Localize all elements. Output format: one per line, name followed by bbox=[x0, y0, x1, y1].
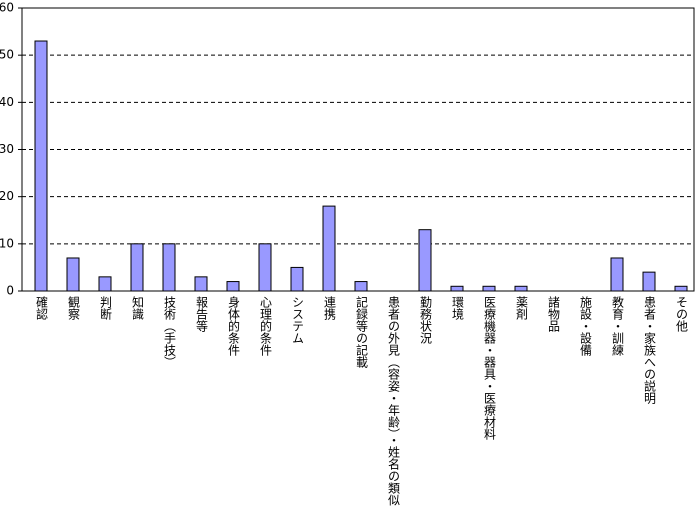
bar bbox=[514, 285, 528, 292]
x-tick-label: 勤務状況 bbox=[418, 296, 433, 344]
bar bbox=[322, 205, 336, 292]
x-tick-label: 施設・設備 bbox=[578, 296, 593, 356]
bar bbox=[354, 281, 368, 292]
x-tick-label: 判断 bbox=[98, 296, 113, 320]
x-tick-label: 教育・訓練 bbox=[610, 296, 625, 356]
y-tick-label: 30 bbox=[0, 142, 14, 156]
x-tick-label: 医療機器・器具・医療材料 bbox=[482, 296, 497, 440]
bar bbox=[290, 266, 304, 292]
x-tick-label: 連携 bbox=[322, 296, 337, 320]
y-tick-label: 40 bbox=[0, 95, 14, 109]
bar bbox=[34, 40, 48, 292]
x-tick-label: 諸物品 bbox=[546, 296, 561, 332]
x-tick-label: 記録等の記載 bbox=[354, 296, 369, 368]
x-tick-label: 技術（手技） bbox=[162, 296, 177, 368]
y-tick-label: 60 bbox=[0, 1, 14, 15]
y-tick-label: 20 bbox=[0, 189, 14, 203]
x-tick-label: 心理的条件 bbox=[258, 296, 273, 356]
bar bbox=[258, 243, 272, 292]
bar bbox=[418, 229, 432, 292]
bar bbox=[130, 243, 144, 292]
bar bbox=[642, 271, 656, 292]
bar bbox=[162, 243, 176, 292]
bar bbox=[98, 276, 112, 292]
x-tick-label: 環境 bbox=[450, 296, 465, 320]
bar bbox=[66, 257, 80, 292]
bar bbox=[450, 285, 464, 292]
x-tick-label: 観察 bbox=[66, 296, 81, 320]
x-tick-label: 身体的条件 bbox=[226, 296, 241, 356]
bar bbox=[194, 276, 208, 292]
x-tick-label: 薬剤 bbox=[514, 296, 529, 320]
x-tick-label: 患者・家族への説明 bbox=[642, 296, 657, 404]
x-tick-label: 確認 bbox=[34, 296, 49, 320]
bar bbox=[674, 285, 688, 292]
x-tick-label: その他 bbox=[674, 296, 689, 332]
y-tick-label: 50 bbox=[0, 48, 14, 62]
y-tick-label: 10 bbox=[0, 236, 14, 250]
bar bbox=[610, 257, 624, 292]
x-tick-label: 報告等 bbox=[194, 296, 209, 332]
bar bbox=[226, 281, 240, 292]
x-tick-label: 知識 bbox=[130, 296, 145, 320]
y-tick-label: 0 bbox=[6, 284, 14, 298]
x-tick-label: 患者の外見（容姿・年齢）・姓名の類似 bbox=[386, 296, 401, 506]
x-tick-label: システム bbox=[290, 296, 305, 344]
bar bbox=[482, 285, 496, 292]
